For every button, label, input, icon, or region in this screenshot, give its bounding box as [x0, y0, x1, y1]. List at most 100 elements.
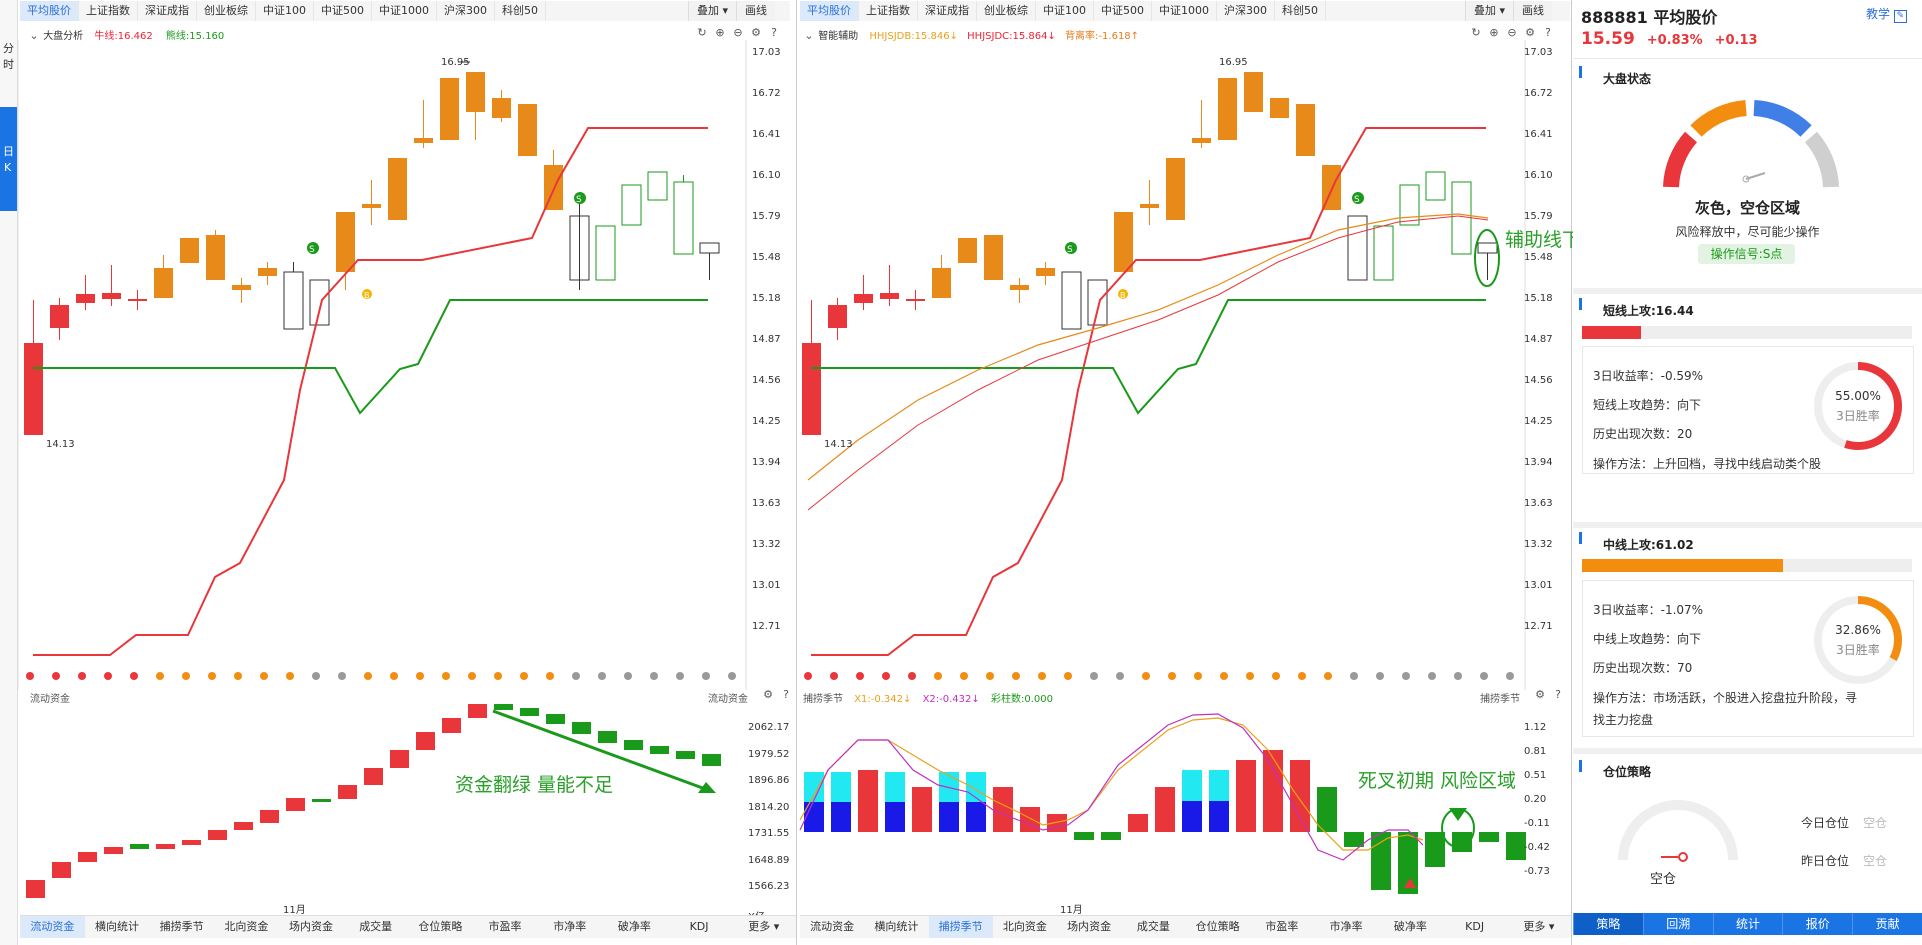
period-ri-label: 日 — [3, 145, 14, 158]
left-index-tab-1[interactable]: 上证指数 — [79, 1, 138, 21]
right-chart-tools: ↻ ⊕ ⊖ ⚙ ? — [1470, 27, 1554, 39]
left-indicator-tab-4[interactable]: 场内资金 — [289, 920, 334, 933]
strategy-tab-0[interactable]: 策略 — [1573, 913, 1643, 935]
period-shi[interactable]: 时 — [3, 58, 14, 71]
teach-link[interactable]: 教学 ✎ — [1866, 5, 1907, 23]
right-indicator-tab-5[interactable]: 成交量 — [1136, 920, 1170, 933]
fishing-bar — [1182, 770, 1202, 801]
mid-attack-bar-fill — [1582, 559, 1784, 572]
left-indicator-tab-1[interactable]: 横向统计 — [95, 920, 139, 933]
zoom-out-icon[interactable]: ⊖ — [733, 26, 743, 39]
period-daily-k[interactable]: 日 K — [0, 107, 17, 211]
color-bar-count: 彩柱数:0.000 — [990, 694, 1053, 705]
strategy-tab-3[interactable]: 报价 — [1782, 913, 1853, 935]
refresh-icon[interactable]: ↻ — [1471, 26, 1481, 39]
signal-dot — [830, 672, 838, 680]
fund-axis-tick-3: 1814.20 — [748, 801, 790, 813]
period-fen[interactable]: 分 — [3, 42, 14, 55]
strategy-tab-1[interactable]: 回溯 — [1642, 913, 1713, 935]
right-indicator-tab-7[interactable]: 市盈率 — [1265, 920, 1299, 933]
left-indicator-tab-2[interactable]: 捕捞季节 — [159, 920, 204, 933]
left-month-label: 11月 — [283, 905, 306, 916]
left-price-tick-9: 14.25 — [752, 416, 781, 427]
right-index-tab-1[interactable]: 上证指数 — [859, 1, 918, 21]
right-index-tab-4[interactable]: 中证100 — [1036, 1, 1094, 21]
left-indicator-tab-7[interactable]: 市盈率 — [488, 920, 522, 933]
indicator-name[interactable]: 智能辅助 — [818, 31, 859, 42]
signal-dot — [650, 672, 658, 680]
right-index-tab-3[interactable]: 创业板综 — [977, 1, 1036, 21]
right-indicator-tab-11[interactable]: 更多 ▾ — [1523, 920, 1555, 933]
strategy-tab-2[interactable]: 统计 — [1712, 913, 1783, 935]
left-indicator-tab-0[interactable]: 流动资金 — [20, 916, 85, 938]
gear-icon[interactable]: ⚙ — [763, 688, 773, 701]
left-index-tab-2[interactable]: 深证成指 — [138, 1, 197, 21]
right-indicator-tab-1[interactable]: 横向统计 — [874, 920, 919, 933]
fishing-season-chart — [799, 713, 1526, 894]
help-icon[interactable]: ? — [1545, 26, 1551, 39]
draw-line-button-right[interactable]: 画线 — [1513, 1, 1553, 21]
fund-axis-tick-1: 1979.52 — [748, 748, 790, 760]
right-price-tick-6: 15.18 — [1524, 293, 1553, 304]
help-icon[interactable]: ? — [783, 688, 789, 701]
zoom-out-icon[interactable]: ⊖ — [1507, 26, 1517, 39]
signal-dot — [908, 672, 916, 680]
right-indicator-tab-2[interactable]: 捕捞季节 — [928, 916, 993, 938]
signal-dot — [260, 672, 268, 680]
left-index-tab-6[interactable]: 中证1000 — [372, 1, 437, 21]
chevron-down-icon[interactable]: ⌄ — [29, 29, 39, 42]
left-index-tab-7[interactable]: 沪深300 — [437, 1, 495, 21]
left-indicator-tab-8[interactable]: 市净率 — [553, 920, 587, 933]
zoom-in-icon[interactable]: ⊕ — [715, 26, 725, 39]
fishing-bar — [912, 787, 932, 832]
help-icon[interactable]: ? — [771, 26, 777, 39]
left-index-tab-5[interactable]: 中证500 — [314, 1, 372, 21]
left-indicator-tab-5[interactable]: 成交量 — [359, 920, 393, 933]
gear-icon[interactable]: ⚙ — [1525, 26, 1535, 39]
right-indicator-tab-6[interactable]: 仓位策略 — [1195, 920, 1240, 933]
right-index-tab-7[interactable]: 沪深300 — [1217, 1, 1275, 21]
help-icon[interactable]: ? — [1555, 688, 1561, 701]
zoom-in-icon[interactable]: ⊕ — [1489, 26, 1499, 39]
chevron-down-icon[interactable]: ⌄ — [804, 29, 814, 42]
overlay-button[interactable]: 叠加 ▾ — [688, 1, 737, 21]
right-index-tab-2[interactable]: 深证成指 — [918, 1, 977, 21]
left-index-tab-0[interactable]: 平均股价 — [20, 1, 79, 21]
right-price-tick-4: 15.79 — [1524, 211, 1553, 222]
left-index-tab-4[interactable]: 中证100 — [256, 1, 314, 21]
left-indicator-tab-11[interactable]: 更多 ▾ — [748, 920, 780, 933]
left-sub-title-right[interactable]: 流动资金 — [708, 694, 748, 705]
right-indicator-tab-9[interactable]: 破净率 — [1393, 920, 1427, 933]
gear-icon[interactable]: ⚙ — [1535, 688, 1545, 701]
low-price-label: 14.13 — [46, 439, 75, 450]
right-sub-title-right[interactable]: 捕捞季节 — [1480, 694, 1520, 705]
mid-attack-title: 中线上攻:61.02 — [1603, 538, 1694, 552]
left-index-tab-8[interactable]: 科创50 — [495, 1, 546, 21]
right-indicator-tab-8[interactable]: 市净率 — [1329, 920, 1363, 933]
fishing-bar — [1209, 770, 1229, 801]
signal-dot — [390, 672, 398, 680]
overlay-button-right[interactable]: 叠加 ▾ — [1465, 1, 1514, 21]
signal-dot — [1246, 672, 1254, 680]
draw-line-button[interactable]: 画线 — [736, 1, 776, 21]
left-indicator-tab-9[interactable]: 破净率 — [617, 920, 651, 933]
right-index-tab-5[interactable]: 中证500 — [1094, 1, 1152, 21]
right-index-tab-8[interactable]: 科创50 — [1275, 1, 1326, 21]
left-indicator-tab-10[interactable]: KDJ — [689, 920, 709, 933]
indicator-name[interactable]: 大盘分析 — [43, 31, 84, 42]
gear-icon[interactable]: ⚙ — [751, 26, 761, 39]
right-indicator-tab-10[interactable]: KDJ — [1465, 920, 1485, 933]
signal-dot — [1402, 672, 1410, 680]
position-gauge-label: 空仓 — [1650, 872, 1677, 887]
right-index-tab-0[interactable]: 平均股价 — [800, 1, 859, 21]
right-indicator-tab-0[interactable]: 流动资金 — [810, 920, 855, 933]
left-index-tab-3[interactable]: 创业板综 — [197, 1, 256, 21]
right-indicator-tab-4[interactable]: 场内资金 — [1067, 920, 1112, 933]
right-index-tab-6[interactable]: 中证1000 — [1152, 1, 1217, 21]
refresh-icon[interactable]: ↻ — [697, 26, 707, 39]
right-indicator-tab-3[interactable]: 北向资金 — [1002, 920, 1047, 933]
strategy-tab-4[interactable]: 贡献 — [1852, 913, 1922, 935]
left-indicator-tab-6[interactable]: 仓位策略 — [418, 920, 463, 933]
left-indicator-tab-3[interactable]: 北向资金 — [224, 920, 269, 933]
short-count: 历史出现次数：20 — [1593, 427, 1693, 441]
